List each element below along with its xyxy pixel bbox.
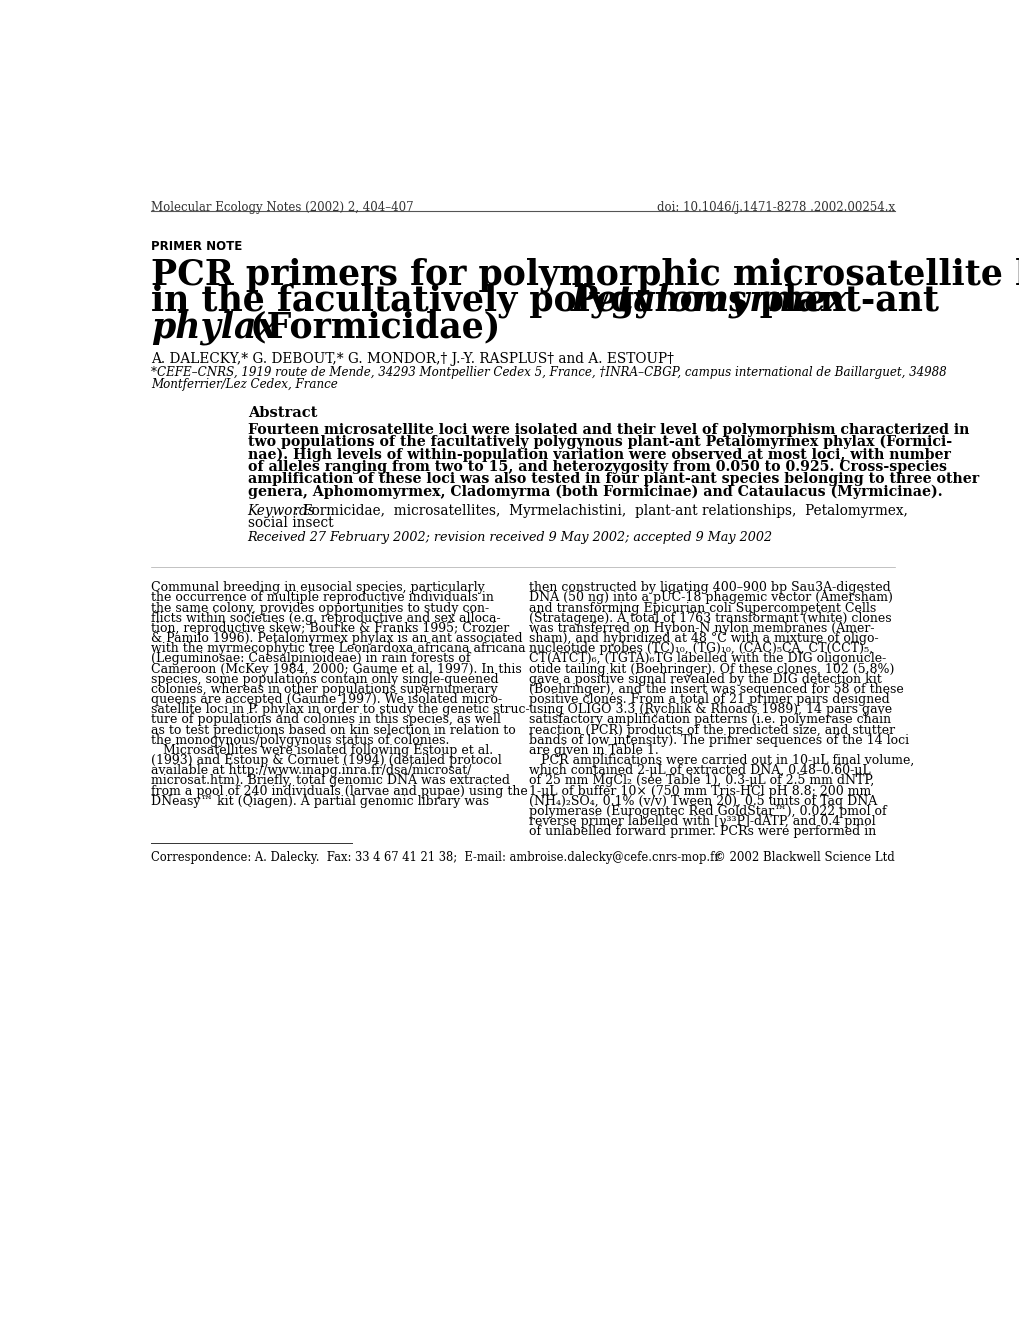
Text: DNA (50 ng) into a pUC-18 phagemic vector (Amersham): DNA (50 ng) into a pUC-18 phagemic vecto… [529, 591, 892, 604]
Text: © 2002 Blackwell Science Ltd: © 2002 Blackwell Science Ltd [713, 851, 894, 864]
Text: genera, Aphomomyrmex, Cladomyrma (both Formicinae) and Cataulacus (Myrmicinae).: genera, Aphomomyrmex, Cladomyrma (both F… [248, 484, 942, 498]
Text: as to test predictions based on kin selection in relation to: as to test predictions based on kin sele… [151, 724, 515, 737]
Text: with the myrmecophytic tree Leonardoxa africana africana: with the myrmecophytic tree Leonardoxa a… [151, 642, 525, 655]
Text: the same colony, provides opportunities to study con-: the same colony, provides opportunities … [151, 602, 488, 615]
Text: of unlabelled forward primer. PCRs were performed in: of unlabelled forward primer. PCRs were … [529, 825, 875, 838]
Text: sham), and hybridized at 48 °C with a mixture of oligo-: sham), and hybridized at 48 °C with a mi… [529, 632, 877, 645]
Text: two populations of the facultatively polygynous plant-ant Petalomyrmex phylax (F: two populations of the facultatively pol… [248, 436, 951, 449]
Text: Keywords: Keywords [248, 504, 315, 519]
Text: DNeasy™ kit (Qiagen). A partial genomic library was: DNeasy™ kit (Qiagen). A partial genomic … [151, 795, 488, 808]
Text: available at http://www.inapg.inra.fr/dsa/microsat/: available at http://www.inapg.inra.fr/ds… [151, 764, 471, 777]
Text: reaction (PCR) products of the predicted size, and stutter: reaction (PCR) products of the predicted… [529, 724, 895, 737]
Text: in the facultatively polygynous plant-ant: in the facultatively polygynous plant-an… [151, 284, 950, 319]
Text: Molecular Ecology Notes (2002) 2, 404–407: Molecular Ecology Notes (2002) 2, 404–40… [151, 201, 413, 214]
Text: the monogynous/polygynous status of colonies.: the monogynous/polygynous status of colo… [151, 734, 448, 746]
Text: tion, reproductive skew; Bourke & Franks 1995; Crozier: tion, reproductive skew; Bourke & Franks… [151, 622, 508, 635]
Text: social insect: social insect [248, 516, 333, 529]
Text: amplification of these loci was also tested in four plant-ant species belonging : amplification of these loci was also tes… [248, 472, 978, 486]
Text: PCR primers for polymorphic microsatellite loci: PCR primers for polymorphic microsatelli… [151, 257, 1019, 292]
Text: polymerase (Eurogentec Red GoldStar™), 0.022 pmol of: polymerase (Eurogentec Red GoldStar™), 0… [529, 805, 886, 817]
Text: was transferred on Hybon-N nylon membranes (Amer-: was transferred on Hybon-N nylon membran… [529, 622, 873, 635]
Text: satisfactory amplification patterns (i.e. polymerase chain: satisfactory amplification patterns (i.e… [529, 713, 891, 726]
Text: & Pamilo 1996). Petalomyrmex phylax is an ant associated: & Pamilo 1996). Petalomyrmex phylax is a… [151, 632, 522, 645]
Text: colonies, whereas in other populations supernumerary: colonies, whereas in other populations s… [151, 683, 497, 695]
Text: (Stratagene). A total of 1763 transformant (white) clones: (Stratagene). A total of 1763 transforma… [529, 612, 891, 624]
Text: (Leguminosae: Caesalpinioideae) in rain forests of: (Leguminosae: Caesalpinioideae) in rain … [151, 653, 470, 666]
Text: Cameroon (McKey 1984, 2000; Gaume et al. 1997). In this: Cameroon (McKey 1984, 2000; Gaume et al.… [151, 662, 521, 675]
Text: species, some populations contain only single-queened: species, some populations contain only s… [151, 673, 498, 686]
Text: bands of low intensity). The primer sequences of the 14 loci: bands of low intensity). The primer sequ… [529, 734, 908, 746]
Text: queens are accepted (Gaume 1997). We isolated micro-: queens are accepted (Gaume 1997). We iso… [151, 693, 501, 706]
Text: (Boehringer), and the insert was sequenced for 58 of these: (Boehringer), and the insert was sequenc… [529, 683, 903, 695]
Text: the occurrence of multiple reproductive individuals in: the occurrence of multiple reproductive … [151, 591, 493, 604]
Text: Microsatellites were isolated following Estoup et al.: Microsatellites were isolated following … [151, 744, 492, 757]
Text: Received 27 February 2002; revision received 9 May 2002; accepted 9 May 2002: Received 27 February 2002; revision rece… [248, 531, 772, 544]
Text: otide tailing kit (Boehringer). Of these clones, 102 (5.8%): otide tailing kit (Boehringer). Of these… [529, 662, 894, 675]
Text: satellite loci in P. phylax in order to study the genetic struc-: satellite loci in P. phylax in order to … [151, 704, 529, 716]
Text: Communal breeding in eusocial species, particularly: Communal breeding in eusocial species, p… [151, 582, 484, 594]
Text: which contained 2-μL of extracted DNA, 0.48–0.60-μL: which contained 2-μL of extracted DNA, 0… [529, 764, 870, 777]
Text: then constructed by ligating 400–900 bp Sau3A-digested: then constructed by ligating 400–900 bp … [529, 582, 890, 594]
Text: reverse primer labelled with [γ³³P]-dATP, and 0.4 pmol: reverse primer labelled with [γ³³P]-dATP… [529, 815, 874, 828]
Text: Abstract: Abstract [248, 406, 317, 419]
Text: A. DALECKY,* G. DEBOUT,* G. MONDOR,† J.-Y. RASPLUS† and A. ESTOUP†: A. DALECKY,* G. DEBOUT,* G. MONDOR,† J.-… [151, 352, 673, 366]
Text: (1993) and Estoup & Cornuet (1994) (detailed protocol: (1993) and Estoup & Cornuet (1994) (deta… [151, 754, 501, 766]
Text: using OLIGO 3.3 (Rychlik & Rhoads 1989), 14 pairs gave: using OLIGO 3.3 (Rychlik & Rhoads 1989),… [529, 704, 892, 716]
Text: ture of populations and colonies in this species, as well: ture of populations and colonies in this… [151, 713, 500, 726]
Text: Correspondence: A. Dalecky.  Fax: 33 4 67 41 21 38;  E-mail: ambroise.dalecky@ce: Correspondence: A. Dalecky. Fax: 33 4 67… [151, 851, 719, 864]
Text: flicts within societies (e.g. reproductive and sex alloca-: flicts within societies (e.g. reproducti… [151, 612, 500, 624]
Text: CT(ATCT)₆, (TGTA)₆TG labelled with the DIG oligonucle-: CT(ATCT)₆, (TGTA)₆TG labelled with the D… [529, 653, 886, 666]
Text: of alleles ranging from two to 15, and heterozygosity from 0.050 to 0.925. Cross: of alleles ranging from two to 15, and h… [248, 460, 946, 473]
Text: from a pool of 240 individuals (larvae and pupae) using the: from a pool of 240 individuals (larvae a… [151, 784, 527, 797]
Text: PCR amplifications were carried out in 10-μL final volume,: PCR amplifications were carried out in 1… [529, 754, 913, 766]
Text: and transforming Epicurian coli Supercompetent Cells: and transforming Epicurian coli Supercom… [529, 602, 875, 615]
Text: Petalomyrmex: Petalomyrmex [571, 284, 847, 319]
Text: Fourteen microsatellite loci were isolated and their level of polymorphism chara: Fourteen microsatellite loci were isolat… [248, 422, 968, 437]
Text: positive clones. From a total of 21 primer pairs designed: positive clones. From a total of 21 prim… [529, 693, 889, 706]
Text: gave a positive signal revealed by the DIG detection kit: gave a positive signal revealed by the D… [529, 673, 880, 686]
Text: (NH₄)₂SO₄, 0.1% (v/v) Tween 20), 0.5 units of Taq DNA: (NH₄)₂SO₄, 0.1% (v/v) Tween 20), 0.5 uni… [529, 795, 876, 808]
Text: (Formicidae): (Formicidae) [238, 311, 500, 344]
Text: *CEFE–CNRS, 1919 route de Mende, 34293 Montpellier Cedex 5, France, †INRA–CBGP, : *CEFE–CNRS, 1919 route de Mende, 34293 M… [151, 366, 946, 379]
Text: of 25 mm MgCl₂ (see Table 1), 0.3-μL of 2.5 mm dNTP,: of 25 mm MgCl₂ (see Table 1), 0.3-μL of … [529, 775, 873, 788]
Text: PRIMER NOTE: PRIMER NOTE [151, 240, 242, 253]
Text: microsat.htm). Briefly, total genomic DNA was extracted: microsat.htm). Briefly, total genomic DN… [151, 775, 510, 788]
Text: : Formicidae,  microsatellites,  Myrmelachistini,  plant-ant relationships,  Pet: : Formicidae, microsatellites, Myrmelach… [293, 504, 907, 519]
Text: Montferrier/Lez Cedex, France: Montferrier/Lez Cedex, France [151, 378, 337, 391]
Text: are given in Table 1.: are given in Table 1. [529, 744, 658, 757]
Text: nucleotide probes (TC)₁₀, (TG)₁₀, (CAC)₅CA, CT(CCT)₅,: nucleotide probes (TC)₁₀, (TG)₁₀, (CAC)₅… [529, 642, 872, 655]
Text: 1-μL of buffer 10× (750 mm Tris-HCl pH 8.8; 200 mm: 1-μL of buffer 10× (750 mm Tris-HCl pH 8… [529, 784, 870, 797]
Text: phylax: phylax [151, 311, 277, 346]
Text: nae). High levels of within-population variation were observed at most loci, wit: nae). High levels of within-population v… [248, 448, 950, 462]
Text: doi: 10.1046/j.1471-8278 .2002.00254.x: doi: 10.1046/j.1471-8278 .2002.00254.x [656, 201, 894, 214]
